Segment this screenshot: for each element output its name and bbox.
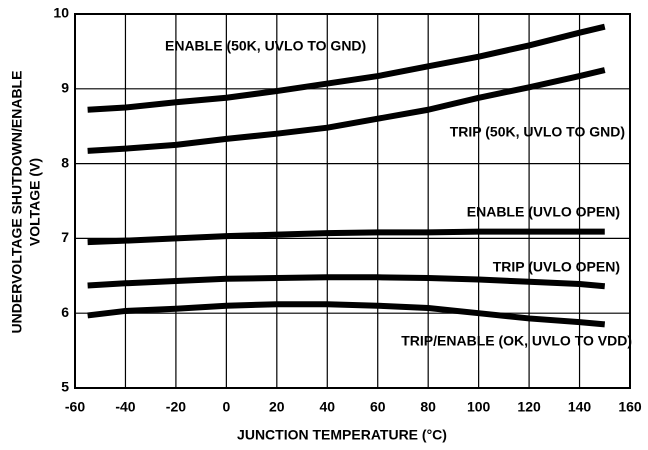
data-line — [87, 228, 605, 246]
series-label: ENABLE (UVLO OPEN) — [467, 204, 620, 220]
x-tick-label: -60 — [65, 399, 85, 415]
data-line — [87, 274, 606, 290]
series-label: TRIP/ENABLE (OK, UVLO TO VDD) — [401, 333, 632, 349]
y-axis-label: UNDERVOLTAGE SHUTDOWN/ENABLE — [9, 71, 25, 334]
x-tick-label: 100 — [467, 399, 491, 415]
x-tick-label: 40 — [319, 399, 335, 415]
x-tick-label: 80 — [420, 399, 436, 415]
plot-frame — [74, 13, 631, 389]
x-tick-label: 120 — [517, 399, 541, 415]
y-tick-label: 5 — [61, 379, 69, 395]
data-line — [87, 23, 606, 113]
x-tick-label: 0 — [222, 399, 230, 415]
x-axis-label: JUNCTION TEMPERATURE (°C) — [237, 427, 447, 443]
y-tick-label: 8 — [61, 154, 69, 170]
x-tick-label: -20 — [166, 399, 186, 415]
x-tick-label: -40 — [115, 399, 135, 415]
data-line — [87, 301, 606, 328]
x-tick-label: 20 — [269, 399, 285, 415]
series-label: ENABLE (50K, UVLO TO GND) — [165, 38, 366, 54]
y-tick-label: 9 — [61, 80, 69, 96]
y-axis-label: VOLTAGE (V) — [27, 158, 43, 246]
y-tick-label: 6 — [61, 304, 69, 320]
x-tick-label: 140 — [568, 399, 592, 415]
x-tick-label: 160 — [618, 399, 642, 415]
data-line — [87, 67, 606, 154]
x-tick-label: 60 — [370, 399, 386, 415]
series-label: TRIP (UVLO OPEN) — [493, 259, 620, 275]
series-label: TRIP (50K, UVLO TO GND) — [450, 124, 625, 140]
y-tick-label: 7 — [61, 229, 69, 245]
y-tick-label: 10 — [53, 5, 69, 21]
